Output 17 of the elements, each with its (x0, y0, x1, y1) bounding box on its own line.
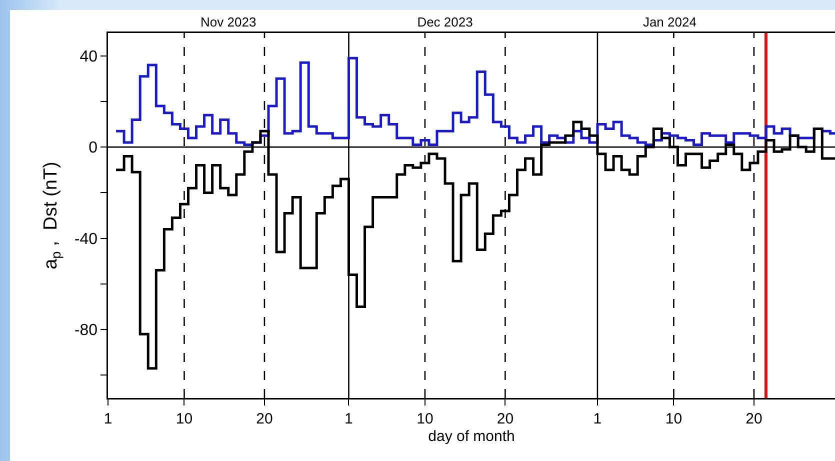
x-tick-label: 20 (746, 410, 762, 428)
x2-tick-label: Nov 2023 (200, 14, 256, 30)
x-tick-label: 20 (256, 410, 273, 428)
y-tick-label: -40 (74, 230, 98, 248)
y-tick-label: 40 (80, 48, 98, 66)
x-tick-label: 10 (665, 410, 682, 428)
x2-tick-label: Jan 2024 (642, 14, 696, 30)
y-tick-label: 0 (88, 140, 98, 157)
x2-tick-label: Dec 2023 (417, 14, 473, 30)
x-axis-title: day of month (428, 428, 515, 446)
x-tick-label: 10 (416, 410, 434, 428)
x-tick-label: 1 (344, 410, 353, 428)
x-tick-label: 1 (104, 410, 112, 428)
y-tick-label: -80 (74, 322, 98, 340)
x-tick-label: 10 (176, 410, 193, 428)
x-tick-label: 20 (496, 410, 514, 428)
x-tick-label: 1 (593, 410, 602, 428)
